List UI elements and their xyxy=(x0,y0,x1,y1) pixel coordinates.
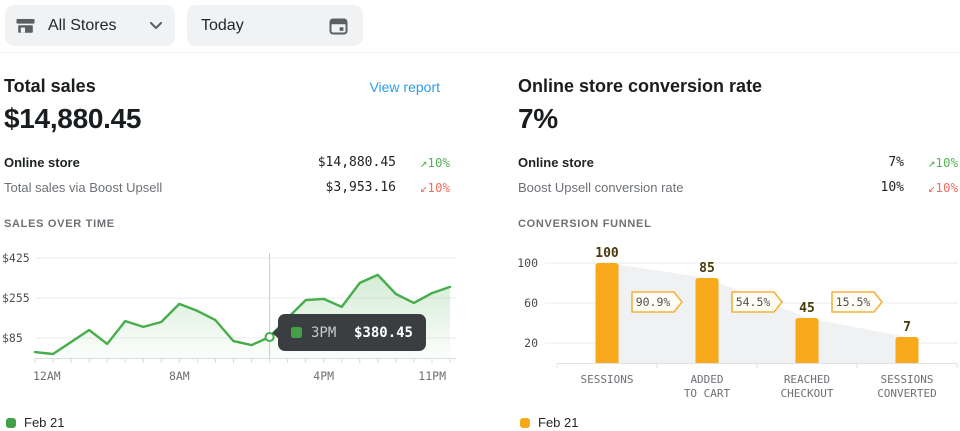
trend-down-icon: ↙ xyxy=(419,180,428,195)
delta-percent: 10% xyxy=(427,155,450,170)
svg-text:90.9%: 90.9% xyxy=(636,295,671,309)
delta-badge: ↙10% xyxy=(402,180,450,195)
svg-text:100: 100 xyxy=(595,246,619,261)
metric-label: Boost Upsell conversion rate xyxy=(518,180,684,195)
chevron-down-icon xyxy=(150,22,162,29)
svg-text:$255: $255 xyxy=(2,291,30,305)
metric-row: Boost Upsell conversion rate 10% ↙10% xyxy=(518,175,958,200)
svg-text:45: 45 xyxy=(799,301,815,316)
trend-down-icon: ↙ xyxy=(927,180,936,195)
store-selector-button[interactable]: All Stores xyxy=(5,5,175,46)
view-report-link[interactable]: View report xyxy=(369,79,440,95)
svg-text:SESSIONS: SESSIONS xyxy=(881,373,934,386)
delta-percent: 10% xyxy=(427,180,450,195)
svg-text:100: 100 xyxy=(517,256,538,270)
legend-swatch-orange xyxy=(520,417,530,428)
svg-text:12AM: 12AM xyxy=(33,369,61,383)
store-selector-label: All Stores xyxy=(48,16,117,34)
panel-title: Total sales xyxy=(4,76,96,96)
metric-row: Online store 7% ↗10% xyxy=(518,150,958,175)
delta-badge: ↗10% xyxy=(910,155,958,170)
chart-tooltip: 3PM $380.45 xyxy=(272,314,426,351)
metric-rows: Online store $14,880.45 ↗10% Total sales… xyxy=(4,150,450,200)
conversion-rate-value: 7% xyxy=(518,103,558,134)
delta-badge: ↙10% xyxy=(910,180,958,195)
trend-up-icon: ↗ xyxy=(927,155,936,170)
svg-text:60: 60 xyxy=(524,296,538,310)
metric-rows: Online store 7% ↗10% Boost Upsell conver… xyxy=(518,150,958,200)
delta-badge: ↗10% xyxy=(402,155,450,170)
metric-value: $3,953.16 xyxy=(325,180,396,195)
legend-label: Feb 21 xyxy=(538,415,579,430)
chart-legend: Feb 21 xyxy=(520,415,578,430)
conversion-rate-panel: Online store conversion rate 7% Online s… xyxy=(517,0,958,431)
svg-text:REACHED: REACHED xyxy=(784,373,830,386)
section-label: SALES OVER TIME xyxy=(4,218,115,230)
svg-text:15.5%: 15.5% xyxy=(836,295,871,309)
svg-text:$85: $85 xyxy=(2,331,23,345)
legend-swatch-green xyxy=(6,417,16,428)
svg-text:8AM: 8AM xyxy=(169,369,190,383)
svg-text:CHECKOUT: CHECKOUT xyxy=(781,387,834,400)
chart-legend: Feb 21 xyxy=(6,415,64,430)
legend-label: Feb 21 xyxy=(24,415,65,430)
svg-text:20: 20 xyxy=(524,336,538,350)
total-sales-value: $14,880.45 xyxy=(4,103,142,134)
tooltip-value: $380.45 xyxy=(353,324,413,341)
delta-percent: 10% xyxy=(935,155,958,170)
metric-value: 10% xyxy=(880,180,904,195)
metric-label: Online store xyxy=(518,155,594,170)
svg-text:SESSIONS: SESSIONS xyxy=(581,373,634,386)
tooltip-time: 3PM xyxy=(311,324,337,341)
svg-text:$425: $425 xyxy=(2,251,30,265)
svg-text:7: 7 xyxy=(903,320,911,335)
topbar: All Stores Today xyxy=(0,0,960,52)
svg-text:54.5%: 54.5% xyxy=(736,295,771,309)
svg-text:CONVERTED: CONVERTED xyxy=(877,387,937,400)
trend-up-icon: ↗ xyxy=(419,155,428,170)
panel-title: Online store conversion rate xyxy=(518,76,763,96)
section-label: CONVERSION FUNNEL xyxy=(518,218,652,230)
svg-text:4PM: 4PM xyxy=(313,369,334,383)
metric-row: Total sales via Boost Upsell $3,953.16 ↙… xyxy=(4,175,450,200)
tooltip-series-swatch xyxy=(291,327,302,338)
svg-text:11PM: 11PM xyxy=(418,369,446,383)
metric-label: Online store xyxy=(4,155,80,170)
storefront-icon xyxy=(16,18,35,33)
metric-label: Total sales via Boost Upsell xyxy=(4,180,163,195)
svg-text:TO CART: TO CART xyxy=(684,387,731,400)
metric-value: 7% xyxy=(888,155,904,170)
svg-text:ADDED: ADDED xyxy=(690,373,723,386)
total-sales-panel: Total sales View report $14,880.45 Onlin… xyxy=(2,0,456,431)
date-selector-label: Today xyxy=(201,16,244,34)
delta-percent: 10% xyxy=(935,180,958,195)
calendar-icon xyxy=(329,18,348,34)
metric-row: Online store $14,880.45 ↗10% xyxy=(4,150,450,175)
svg-text:85: 85 xyxy=(699,261,715,276)
conversion-funnel-chart[interactable]: 100 60 20 100 85 45 7 90.9% 54.5% 15.5% SESSIONS AD… xyxy=(500,245,960,405)
date-selector-button[interactable]: Today xyxy=(187,5,363,46)
metric-value: $14,880.45 xyxy=(317,155,396,170)
